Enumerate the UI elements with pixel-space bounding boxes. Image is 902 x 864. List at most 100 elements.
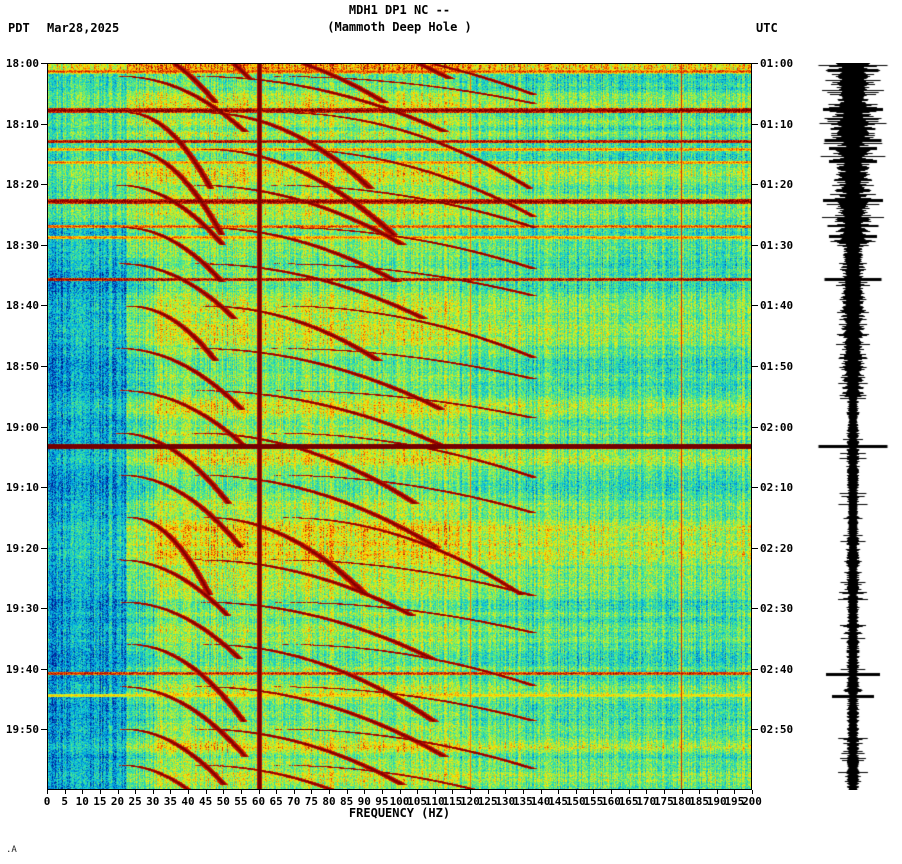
freq-tick-label: 150 (565, 795, 586, 808)
freq-tick-label: 180 (671, 795, 692, 808)
freq-tick (575, 790, 577, 794)
freq-tick-label: 185 (689, 795, 710, 808)
utc-time-label: 01:40 (760, 299, 794, 313)
utc-time-label: 02:40 (760, 662, 794, 676)
pdt-time-label: 18:40 (5, 299, 39, 313)
left-time-tick (41, 547, 47, 549)
freq-tick-label: 160 (601, 795, 621, 808)
freq-tick (522, 790, 524, 794)
footer-mark: .A (6, 845, 17, 855)
freq-tick-label: 155 (583, 795, 604, 808)
spectrogram-canvas (48, 64, 751, 789)
left-time-tick (41, 729, 47, 731)
freq-tick-label: 190 (706, 795, 727, 808)
pdt-time-label: 19:00 (5, 420, 39, 434)
freq-tick (558, 790, 560, 794)
freq-tick (628, 790, 630, 794)
freq-tick (311, 790, 313, 794)
utc-time-label: 02:00 (760, 420, 794, 434)
freq-tick (346, 790, 348, 794)
utc-time-label: 02:30 (760, 602, 794, 616)
freq-tick-label: 200 (742, 795, 762, 808)
freq-tick-label: 145 (548, 795, 569, 808)
freq-tick-label: 195 (724, 795, 745, 808)
freq-tick-label: 130 (495, 795, 516, 808)
right-time-tick (752, 668, 758, 670)
freq-tick-label: 20 (110, 795, 125, 808)
freq-tick-label: 50 (216, 795, 230, 808)
timezone-right-label: UTC (756, 21, 778, 35)
right-time-tick (752, 487, 758, 489)
station-subtitle: (Mammoth Deep Hole ) (327, 20, 472, 34)
utc-time-label: 02:10 (760, 481, 794, 495)
pdt-time-label: 18:10 (5, 117, 39, 131)
right-time-tick (752, 365, 758, 367)
freq-tick-label: 5 (61, 795, 68, 808)
freq-tick (293, 790, 295, 794)
freq-tick (364, 790, 366, 794)
freq-tick (470, 790, 471, 794)
freq-tick (47, 790, 48, 794)
freq-tick-label: 35 (163, 795, 177, 808)
utc-time-label: 01:20 (760, 178, 794, 192)
freq-tick-label: 120 (460, 795, 480, 808)
date-label: Mar28,2025 (47, 21, 120, 35)
freq-tick (240, 790, 242, 794)
freq-tick-label: 175 (653, 795, 674, 808)
right-time-tick (752, 244, 758, 246)
freq-tick-label: 15 (93, 795, 107, 808)
left-time-tick (41, 608, 47, 610)
freq-tick (276, 790, 278, 794)
pdt-time-label: 18:20 (5, 178, 39, 192)
freq-tick (82, 790, 84, 794)
freq-tick (329, 790, 330, 794)
freq-tick (452, 790, 454, 794)
freq-tick-label: 105 (407, 795, 428, 808)
spectrogram-plot (47, 63, 752, 790)
freq-tick (117, 790, 119, 794)
freq-tick (135, 790, 137, 794)
right-time-tick (752, 123, 758, 125)
freq-tick-label: 115 (442, 795, 463, 808)
freq-tick (381, 790, 383, 794)
freq-tick (505, 790, 507, 794)
timezone-left-label: PDT (8, 21, 30, 35)
freq-tick-label: 0 (43, 795, 51, 808)
freq-tick-label: 60 (251, 795, 266, 808)
freq-tick (188, 790, 189, 794)
frequency-axis-title: FREQUENCY (HZ) (348, 806, 451, 820)
right-time-tick (752, 608, 758, 610)
freq-tick-label: 95 (375, 795, 389, 808)
pdt-time-label: 19:40 (5, 662, 39, 676)
freq-tick-label: 65 (269, 795, 283, 808)
freq-tick-label: 70 (287, 795, 301, 808)
seismogram-trace (808, 63, 898, 790)
freq-tick-label: 125 (477, 795, 498, 808)
utc-time-label: 01:00 (760, 57, 794, 70)
freq-tick-label: 100 (389, 795, 410, 808)
left-time-tick (41, 305, 47, 307)
left-time-tick (41, 184, 47, 186)
freq-tick-label: 85 (340, 795, 354, 808)
freq-tick-label: 110 (424, 795, 445, 808)
freq-tick-label: 45 (199, 795, 213, 808)
freq-tick (223, 790, 225, 794)
utc-time-label: 02:20 (760, 541, 794, 555)
freq-tick-label: 135 (512, 795, 533, 808)
freq-tick-label: 10 (75, 795, 89, 808)
left-time-tick (41, 63, 47, 64)
freq-tick (752, 790, 753, 794)
freq-tick (64, 790, 66, 794)
left-time-tick (41, 123, 47, 125)
freq-tick (170, 790, 172, 794)
freq-tick-label: 90 (357, 795, 371, 808)
freq-tick-label: 40 (181, 795, 195, 808)
freq-tick (417, 790, 419, 794)
freq-tick (99, 790, 101, 794)
pdt-time-label: 18:00 (5, 57, 39, 70)
pdt-time-label: 19:20 (5, 541, 39, 555)
freq-tick (487, 790, 489, 794)
freq-tick-label: 165 (618, 795, 639, 808)
right-time-tick (752, 184, 758, 186)
